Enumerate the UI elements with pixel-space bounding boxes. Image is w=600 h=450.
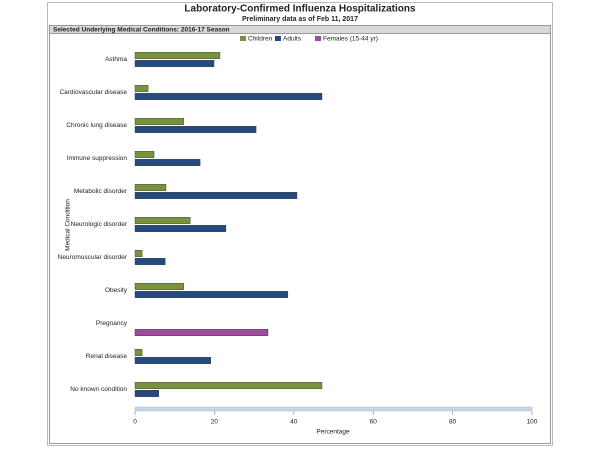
legend-swatch xyxy=(315,36,321,41)
legend-swatch xyxy=(240,36,246,41)
legend-swatch xyxy=(275,36,281,41)
bar xyxy=(134,118,185,125)
x-tick-label: 100 xyxy=(527,419,538,426)
bar xyxy=(134,217,191,224)
x-tick-label: 0 xyxy=(133,419,137,426)
x-tick-label: 20 xyxy=(211,419,219,426)
bar xyxy=(134,192,298,199)
y-axis-title: Medical Condition xyxy=(65,199,72,251)
y-tick-label: Metabolic disorder xyxy=(74,188,128,195)
y-tick-label: Immune suppression xyxy=(67,155,128,162)
y-tick-label: Asthma xyxy=(105,56,127,63)
y-tick-label: Obesity xyxy=(105,287,128,294)
bar xyxy=(134,126,257,133)
panel-header xyxy=(49,25,551,34)
x-axis-band xyxy=(134,406,533,412)
bar xyxy=(134,250,143,257)
y-tick-label: No known condition xyxy=(70,386,127,393)
bar xyxy=(134,184,167,191)
bar xyxy=(134,159,201,166)
legend-label: Adults xyxy=(283,36,302,43)
bar xyxy=(134,52,221,59)
bar xyxy=(134,93,323,100)
panel-title: Selected Underlying Medical Conditions: … xyxy=(53,27,230,34)
y-tick-label: Pregnancy xyxy=(96,320,128,327)
y-tick-label: Neuromuscular disorder xyxy=(58,254,128,261)
y-tick-label: Chronic lung disease xyxy=(66,122,127,129)
bar xyxy=(134,329,269,336)
chart-title: Laboratory-Confirmed Influenza Hospitali… xyxy=(184,4,416,15)
bar xyxy=(134,151,155,158)
bar xyxy=(134,60,215,67)
chart-subtitle: Preliminary data as of Feb 11, 2017 xyxy=(242,16,358,23)
bar xyxy=(134,225,227,232)
bar xyxy=(134,390,160,397)
y-tick-label: Cardiovascular disease xyxy=(59,89,127,96)
x-axis-title: Percentage xyxy=(316,429,350,436)
x-tick-label: 60 xyxy=(370,419,378,426)
legend-label: Children xyxy=(248,36,273,43)
y-tick-label: Neurologic disorder xyxy=(71,221,128,228)
x-tick-label: 80 xyxy=(449,419,457,426)
y-tick-label: Renal disease xyxy=(86,353,128,360)
bar xyxy=(134,258,166,265)
bar xyxy=(134,357,212,364)
x-tick-label: 40 xyxy=(290,419,298,426)
panel xyxy=(49,25,551,444)
bar xyxy=(134,382,323,389)
bar xyxy=(134,85,149,92)
legend-label: Females (15-44 yr) xyxy=(323,36,378,43)
bar xyxy=(134,291,289,298)
bar xyxy=(134,283,185,290)
bar xyxy=(134,349,143,356)
